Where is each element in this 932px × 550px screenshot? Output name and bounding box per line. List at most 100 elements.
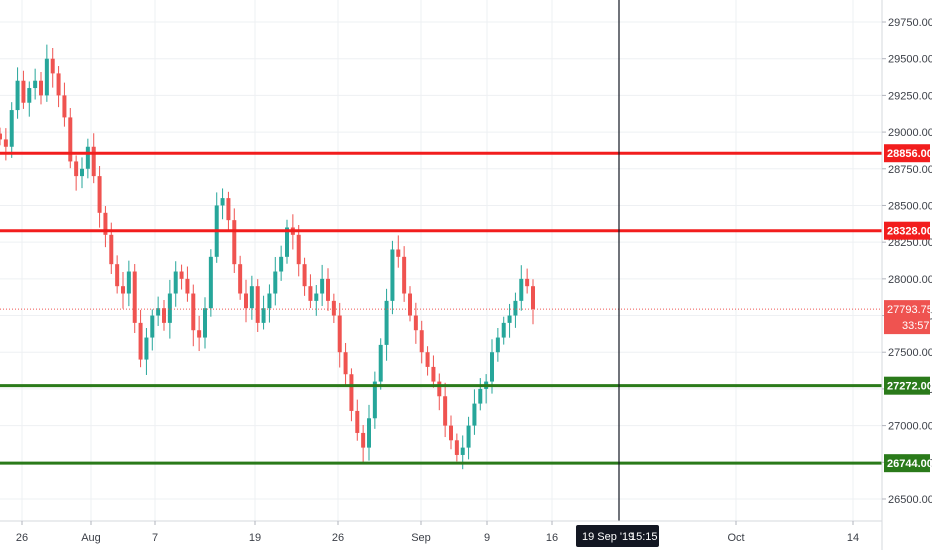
- candle: [21, 70, 26, 109]
- candle: [167, 279, 172, 339]
- candle: [261, 295, 266, 330]
- x-tick-label: 26: [332, 532, 344, 544]
- x-tick-label: 14: [847, 532, 859, 544]
- last-price-label: 27793.75: [887, 304, 932, 316]
- candle: [3, 128, 8, 161]
- candle: [396, 235, 401, 268]
- candle: [115, 255, 120, 294]
- candle: [0, 127, 2, 146]
- candle: [495, 328, 500, 362]
- candle: [378, 338, 383, 390]
- candle: [144, 328, 149, 375]
- candle: [454, 433, 459, 462]
- y-tick-label: 27500.00: [888, 347, 932, 359]
- candle: [249, 275, 254, 320]
- candle: [531, 279, 535, 325]
- price-tags: 28856.00 28328.00 27272.00 26744.00 27793.75…: [884, 144, 932, 473]
- candle: [238, 255, 243, 300]
- candle: [507, 303, 512, 338]
- candle: [296, 224, 301, 277]
- candle: [56, 66, 61, 108]
- candle: [162, 299, 166, 331]
- y-tick-label: 29250.00: [888, 90, 932, 102]
- y-tick-label: 28250.00: [888, 237, 932, 249]
- candle: [220, 188, 225, 220]
- gridlines: [0, 0, 882, 521]
- candle: [431, 355, 436, 388]
- y-tick-label: 28750.00: [888, 164, 932, 176]
- candle: [68, 108, 73, 169]
- candle: [308, 274, 313, 309]
- candle: [226, 191, 231, 232]
- candle: [349, 368, 354, 422]
- candle: [337, 302, 342, 368]
- y-tick-label: 26500.00: [888, 494, 932, 506]
- candle: [466, 416, 471, 460]
- candle: [27, 81, 32, 117]
- candle: [390, 240, 395, 315]
- y-tick-label: 29500.00: [888, 54, 932, 66]
- y-tick-label: 28000.00: [888, 274, 932, 286]
- candle: [501, 316, 506, 345]
- candle: [320, 264, 325, 306]
- candlesticks: [0, 44, 535, 470]
- candle: [314, 285, 319, 316]
- candle: [62, 82, 67, 127]
- candle: [150, 309, 155, 351]
- candle: [326, 268, 330, 311]
- level-price-tag: 28328.00: [884, 221, 932, 240]
- candle: [402, 246, 407, 302]
- candle: [74, 155, 79, 191]
- level-price-label: 27272.00: [887, 381, 932, 393]
- candle: [203, 297, 207, 349]
- candle: [33, 68, 38, 100]
- candle: [267, 284, 272, 323]
- last-price-tag: 27793.75 33:57: [884, 300, 932, 335]
- candle: [138, 309, 143, 368]
- y-tick-label: 29750.00: [888, 17, 932, 29]
- crosshair-time-label: 19 Sep '19 15:15: [576, 525, 659, 547]
- candle: [103, 206, 108, 248]
- candle: [355, 399, 360, 441]
- candle: [80, 157, 84, 189]
- candle: [39, 72, 43, 105]
- horizontal-levels[interactable]: [0, 151, 882, 465]
- level-price-label: 28856.00: [887, 148, 932, 160]
- candle: [132, 264, 137, 333]
- x-tick-label: 19: [249, 532, 261, 544]
- candle: [97, 165, 102, 228]
- candle: [302, 257, 307, 296]
- candle: [367, 404, 371, 461]
- candle: [208, 249, 213, 317]
- candle: [15, 67, 20, 119]
- candle: [273, 256, 278, 306]
- candle: [191, 284, 196, 347]
- candle: [408, 286, 412, 322]
- time-axis[interactable]: 26 Aug 7 19 26 Sep 9 16 Oct 14: [16, 521, 859, 544]
- candle: [472, 389, 477, 435]
- candle: [425, 346, 430, 376]
- crosshair-date-text: 19 Sep '19: [582, 531, 634, 543]
- candle: [478, 378, 483, 411]
- candle: [44, 44, 49, 102]
- candle: [449, 415, 453, 450]
- candle: [419, 320, 424, 364]
- y-tick-label: 29000.00: [888, 127, 932, 139]
- candle: [285, 219, 289, 264]
- x-tick-label: Sep: [411, 532, 431, 544]
- candle: [91, 133, 96, 184]
- candle: [279, 245, 284, 281]
- candle: [331, 293, 336, 324]
- candle: [519, 265, 524, 311]
- level-price-tag: 27272.00: [884, 376, 932, 395]
- x-tick-label: 26: [16, 532, 28, 544]
- candle: [384, 288, 389, 361]
- candle: [9, 102, 14, 158]
- candle: [361, 425, 366, 464]
- candle: [413, 302, 418, 344]
- candle: [437, 373, 442, 411]
- candle: [126, 260, 131, 307]
- x-tick-label: 16: [546, 532, 558, 544]
